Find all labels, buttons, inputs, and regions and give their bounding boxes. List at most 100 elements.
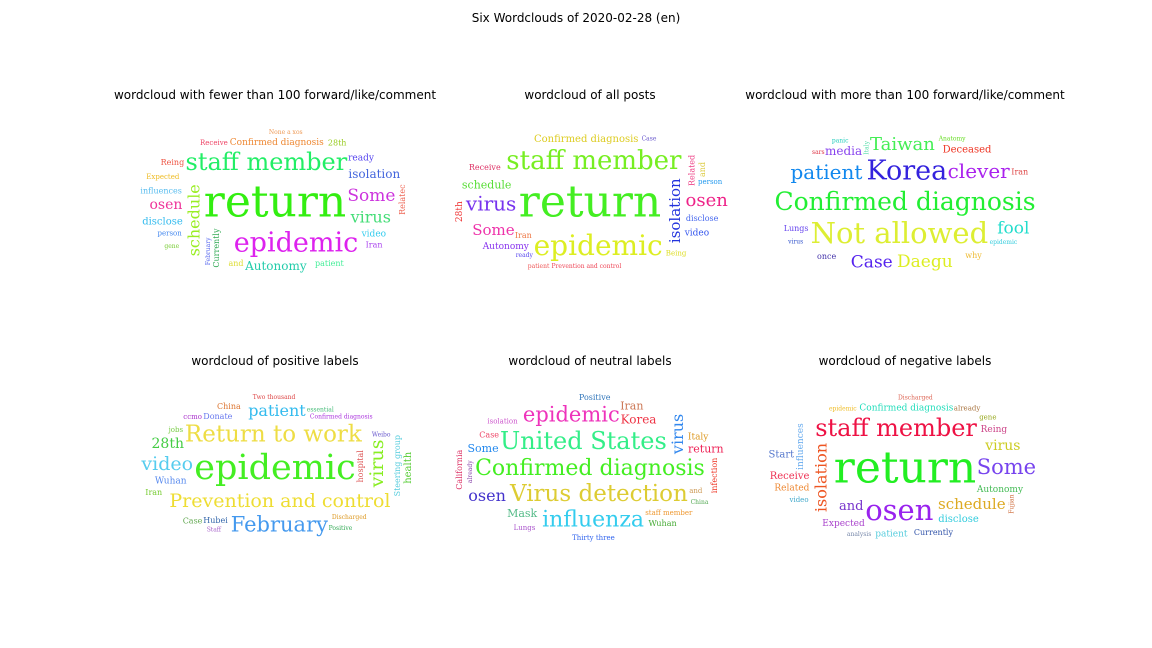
word-positive: Positive — [329, 525, 353, 532]
word-being: Being — [666, 250, 687, 258]
word-virus-detection: Virus detection — [509, 481, 688, 507]
word-weibo: Weibo — [372, 432, 391, 439]
word-reing: Reing — [981, 425, 1008, 435]
word-return-to-work: Return to work — [185, 421, 363, 447]
word-start: Start — [769, 449, 795, 460]
word-lungs: Lungs — [784, 224, 809, 233]
word-return: return — [204, 176, 346, 227]
wordcloud-panel-positive-labels: wordcloud of positive labels epidemic Pre… — [100, 354, 450, 554]
word-isolation: isolation — [666, 178, 684, 243]
word-ready: ready — [516, 252, 534, 259]
word-patient: patient — [248, 401, 306, 420]
word-confirmed-diagnosis: Confirmed diagnosis — [230, 138, 324, 148]
word-staff-member: staff member — [506, 146, 682, 176]
word-epidemic: epidemic — [990, 239, 1018, 246]
word-infection: infection — [710, 458, 719, 494]
word-video: video — [361, 230, 386, 240]
word-receive: Receive — [469, 163, 501, 172]
word-28th: 28th — [455, 201, 465, 222]
word-case: Case — [479, 430, 499, 439]
word-staff: Staff — [207, 526, 222, 533]
word-italy: Italy — [688, 433, 709, 443]
word-expected: Expected — [822, 519, 865, 529]
wordcloud-panel-neutral-labels: wordcloud of neutral labels Confirmed di… — [415, 354, 765, 554]
word-discharged: Discharged — [898, 395, 933, 402]
word-confirmed-diagnosis: Confirmed diagnosis — [475, 456, 705, 481]
word-video: video — [684, 229, 709, 239]
word-iran: Iran — [366, 241, 383, 250]
word-patient: patient — [875, 530, 908, 540]
word-february: February — [205, 237, 212, 265]
word-receive: Receive — [770, 471, 810, 482]
word-epidemic: epidemic — [194, 448, 355, 488]
word-virus: virus — [366, 440, 388, 489]
word-discharged: Discharged — [332, 514, 367, 521]
word-person: person — [698, 178, 723, 186]
word-jobs: jobs — [168, 426, 184, 434]
word-schedule: schedule — [184, 184, 203, 256]
word-none-a-xos: None a xos — [269, 129, 303, 136]
word-virus: virus — [668, 414, 687, 455]
word-donate: Donate — [203, 412, 232, 421]
word-virus: virus — [350, 207, 391, 226]
word-taiwan: Taiwan — [870, 134, 935, 155]
word-influenza: influenza — [542, 507, 644, 532]
figure-suptitle: Six Wordclouds of 2020-02-28 (en) — [471, 11, 681, 25]
word-confirmed-diagnosis: Confirmed diagnosis — [310, 414, 373, 421]
word-return: return — [519, 176, 661, 227]
word-video: video — [140, 453, 193, 475]
panel-title: wordcloud with fewer than 100 forward/li… — [113, 88, 437, 102]
word-28th: 28th — [152, 436, 184, 452]
word-staff-member: staff member — [645, 509, 693, 517]
word-essential: essential — [307, 407, 334, 414]
word-case: Case — [851, 252, 893, 272]
word-autonomy: Autonomy — [482, 242, 530, 252]
word-staff-member: staff member — [815, 414, 977, 442]
word-already: already — [467, 460, 474, 483]
word-and: and — [839, 499, 863, 514]
word-autonomy: Autonomy — [976, 485, 1024, 495]
word-mask: Mask — [507, 507, 537, 520]
word-return: return — [688, 443, 724, 456]
word-expected: Expected — [146, 173, 180, 181]
word-related: Related — [774, 484, 809, 494]
panel-title: wordcloud of positive labels — [191, 354, 359, 368]
word-person: person — [158, 230, 183, 238]
word-28th: 28th — [328, 138, 347, 147]
word-confirmed-diagnosis: Confirmed diagnosis — [534, 134, 638, 145]
word-analysis: analysis — [847, 531, 871, 538]
word-iran: Iran — [145, 488, 162, 497]
wordcloud-panel-negative-labels: wordcloud of negative labels return staff… — [730, 354, 1080, 554]
word-why: why — [965, 251, 982, 260]
word-gene: gene — [979, 413, 996, 421]
word-virus: virus — [787, 239, 803, 246]
word-already: already — [954, 405, 981, 413]
word-video: video — [789, 496, 809, 504]
word-reing: Reing — [161, 158, 185, 167]
word-osen: osen — [150, 197, 183, 213]
word-gene: gene — [164, 243, 179, 250]
word-ccmo: ccmo — [183, 413, 202, 421]
word-disclose: disclose — [938, 514, 979, 525]
word-some: Some — [347, 186, 395, 206]
word-influences: influences — [796, 423, 806, 470]
word-once: once — [817, 252, 836, 261]
word-staff-member: staff member — [186, 148, 348, 176]
word-china: China — [217, 402, 241, 411]
word-epidemic: epidemic — [523, 403, 620, 427]
word-california: California — [455, 449, 464, 489]
word-and: and — [698, 162, 707, 177]
panel-title: wordcloud of all posts — [524, 88, 656, 102]
word-hubei: Hubei — [203, 516, 228, 525]
word-some: Some — [977, 455, 1036, 479]
word-prevention-and-control: Prevention and control — [552, 263, 622, 270]
word-not-allowed: Not allowed — [811, 216, 989, 250]
word-health: health — [403, 451, 414, 484]
panel-title: wordcloud with more than 100 forward/lik… — [745, 88, 1065, 102]
word-iran: Iran — [620, 399, 643, 412]
